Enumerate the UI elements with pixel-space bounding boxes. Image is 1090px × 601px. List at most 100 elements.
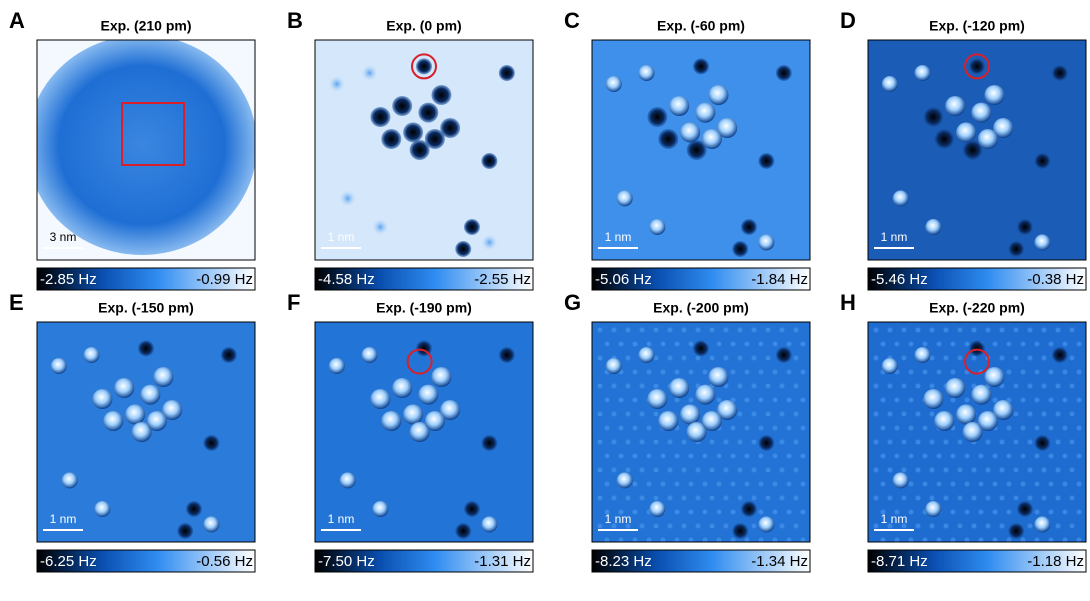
- lattice: [1000, 524, 1005, 529]
- adatom: [372, 219, 388, 235]
- lattice: [1077, 510, 1082, 515]
- adatom: [177, 523, 193, 539]
- colorbar-max: -1.34 Hz: [751, 553, 808, 570]
- afm-image: [592, 322, 810, 543]
- lattice: [661, 482, 666, 487]
- lattice: [930, 440, 935, 445]
- adatom: [649, 219, 665, 235]
- molecule: [147, 411, 167, 431]
- lattice: [909, 398, 914, 403]
- lattice: [1056, 440, 1061, 445]
- panel-title: Exp. (-120 pm): [929, 18, 1025, 34]
- lattice: [1070, 356, 1075, 361]
- molecule: [425, 129, 445, 149]
- lattice: [654, 412, 659, 417]
- adatom: [606, 76, 622, 92]
- adatom: [481, 153, 497, 169]
- lattice: [958, 356, 963, 361]
- colorbar-min: -8.23 Hz: [595, 553, 652, 570]
- molecule: [984, 85, 1004, 105]
- lattice: [619, 342, 624, 347]
- lattice: [801, 370, 806, 375]
- lattice: [916, 468, 921, 473]
- lattice: [675, 370, 680, 375]
- lattice: [605, 454, 610, 459]
- lattice: [794, 384, 799, 389]
- adatom: [51, 358, 67, 374]
- lattice: [881, 454, 886, 459]
- panel-title: Exp. (-150 pm): [98, 300, 194, 316]
- lattice: [773, 454, 778, 459]
- lattice: [1077, 398, 1082, 403]
- adatom: [416, 58, 432, 74]
- lattice: [1007, 370, 1012, 375]
- molecule: [956, 122, 976, 142]
- lattice: [902, 384, 907, 389]
- lattice: [1049, 370, 1054, 375]
- lattice: [1056, 328, 1061, 333]
- lattice: [958, 328, 963, 333]
- lattice: [1049, 398, 1054, 403]
- lattice: [640, 496, 645, 501]
- lattice: [773, 426, 778, 431]
- colorbar-min: -7.50 Hz: [318, 553, 375, 570]
- adatom: [882, 358, 898, 374]
- lattice: [958, 468, 963, 473]
- molecule: [669, 96, 689, 116]
- lattice: [773, 370, 778, 375]
- lattice: [633, 482, 638, 487]
- lattice: [738, 356, 743, 361]
- lattice: [731, 510, 736, 515]
- lattice: [731, 426, 736, 431]
- molecule: [680, 122, 700, 142]
- molecule: [934, 411, 954, 431]
- lattice: [1007, 510, 1012, 515]
- lattice: [888, 496, 893, 501]
- lattice: [710, 328, 715, 333]
- adatom: [606, 358, 622, 374]
- adatom: [362, 65, 378, 81]
- lattice: [1028, 496, 1033, 501]
- lattice: [731, 370, 736, 375]
- lattice: [612, 468, 617, 473]
- lattice: [993, 510, 998, 515]
- adatom: [882, 76, 898, 92]
- lattice: [1007, 342, 1012, 347]
- figure: AExp. (210 pm)3 nm-2.85 Hz-0.99 HzBExp. …: [0, 0, 1090, 601]
- lattice: [759, 426, 764, 431]
- molecule: [103, 411, 123, 431]
- lattice: [668, 356, 673, 361]
- lattice: [794, 328, 799, 333]
- lattice: [1063, 342, 1068, 347]
- adatom: [1052, 347, 1068, 363]
- lattice: [874, 356, 879, 361]
- scale-bar-label: 1 nm: [328, 512, 355, 526]
- lattice: [682, 440, 687, 445]
- lattice: [874, 440, 879, 445]
- lattice: [738, 328, 743, 333]
- lattice: [724, 496, 729, 501]
- lattice: [647, 454, 652, 459]
- lattice: [888, 412, 893, 417]
- lattice: [895, 398, 900, 403]
- lattice: [951, 454, 956, 459]
- adatom: [221, 347, 237, 363]
- lattice: [1021, 370, 1026, 375]
- lattice: [881, 426, 886, 431]
- lattice: [801, 454, 806, 459]
- lattice: [1000, 440, 1005, 445]
- adatom: [741, 219, 757, 235]
- lattice: [605, 342, 610, 347]
- lattice: [787, 454, 792, 459]
- molecule: [403, 122, 423, 142]
- lattice: [745, 398, 750, 403]
- lattice: [675, 342, 680, 347]
- lattice: [612, 496, 617, 501]
- panel-title: Exp. (-190 pm): [376, 300, 472, 316]
- lattice: [731, 454, 736, 459]
- lattice: [675, 510, 680, 515]
- lattice: [626, 440, 631, 445]
- lattice: [1014, 384, 1019, 389]
- molecule: [392, 96, 412, 116]
- lattice: [682, 524, 687, 529]
